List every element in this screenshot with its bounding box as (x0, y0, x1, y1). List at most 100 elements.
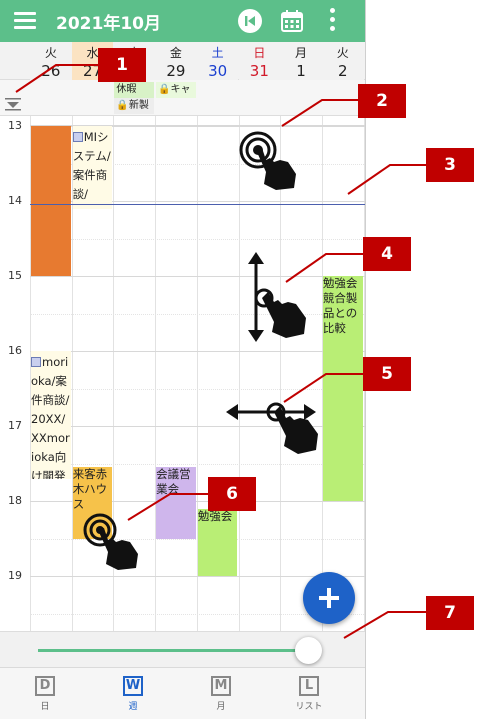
nav-label: 週 (128, 702, 138, 712)
event-title: 会議営業会 (156, 467, 191, 497)
collapse-allday-icon[interactable] (4, 96, 22, 112)
half-hour-line (30, 163, 365, 165)
callout-6: 6 (208, 477, 256, 511)
app-bar: 2021年10月 (0, 0, 365, 42)
add-event-button[interactable] (303, 572, 355, 624)
half-hour-line (30, 538, 365, 540)
day-of-week: 火 (44, 46, 57, 60)
event-block[interactable]: 会議営業会 (156, 467, 196, 539)
hour-line (30, 576, 365, 577)
day-column-divider (30, 116, 31, 631)
nav-label: 月 (216, 702, 226, 712)
all-day-event[interactable]: 🔒キャ (156, 82, 196, 98)
callout-5: 5 (363, 357, 411, 391)
hour-line (30, 276, 365, 277)
month-title[interactable]: 2021年10月 (56, 14, 161, 34)
day-header-0[interactable]: 火 26 (30, 42, 72, 80)
zoom-slider[interactable] (0, 631, 365, 667)
day-of-week: 月 (295, 46, 308, 60)
hour-label: 18 (8, 494, 22, 507)
day-of-week: 水 (86, 46, 99, 60)
nav-label: リスト (295, 702, 323, 712)
day-number: 30 (208, 62, 228, 80)
event-title: 来客赤木ハウス (72, 467, 108, 512)
hour-line (30, 126, 365, 127)
day-number: 2 (337, 62, 348, 80)
hour-label: 19 (8, 569, 22, 582)
hour-label: 13 (8, 119, 22, 132)
back-to-today-icon[interactable] (238, 9, 262, 33)
event-block[interactable]: morioka/案件商談/20XX/XXmorioka向け開発案件 (31, 351, 71, 479)
day-column-divider (155, 116, 157, 631)
hamburger-menu-icon[interactable] (14, 12, 36, 30)
all-day-event[interactable]: 🔒新製 (114, 98, 155, 114)
view-w-icon: W (123, 676, 143, 696)
event-title: MIシステム/案件商談/ (72, 130, 111, 201)
week-day-header: 火26水27木28金29土30日31月1火2 (0, 42, 365, 80)
event-title: morioka/案件商談/20XX/XXmorioka向け開発案件 (31, 355, 70, 479)
half-hour-line (30, 463, 365, 465)
phone-screen: 2021年10月 火26水27木28金29土30日31月1火2 (0, 0, 366, 719)
all-day-row: 休暇 🔒キャ 🔒新製 (0, 80, 365, 116)
task-checkbox-icon[interactable] (31, 357, 41, 367)
day-number: 31 (249, 62, 269, 80)
view-d-icon: D (35, 676, 55, 696)
day-of-week: 火 (336, 46, 349, 60)
day-header-5[interactable]: 日 31 (238, 42, 281, 80)
day-column-divider (280, 116, 282, 631)
day-number: 26 (41, 62, 61, 80)
half-hour-line (30, 388, 365, 390)
hour-label: 16 (8, 344, 22, 357)
view-m-icon: M (211, 676, 231, 696)
nav-item-l[interactable]: L リスト (274, 674, 344, 712)
task-checkbox-icon[interactable] (72, 132, 83, 142)
bottom-navigation: D 日 W 週 M 月 L リスト (0, 667, 365, 719)
event-block[interactable] (31, 126, 71, 276)
day-number: 29 (166, 62, 186, 80)
day-column-divider (238, 116, 240, 631)
event-block[interactable]: 来客赤木ハウス (72, 467, 113, 539)
hour-label: 17 (8, 419, 22, 432)
event-title: 勉強会競合製品との比較 (322, 276, 358, 335)
day-of-week: 土 (211, 46, 224, 60)
all-day-event[interactable]: 休暇 (114, 82, 155, 98)
callout-1: 1 (98, 48, 146, 82)
slider-track[interactable] (38, 649, 308, 652)
hour-line (30, 125, 365, 126)
day-column-divider (113, 116, 115, 631)
event-block[interactable]: 勉強会 (197, 508, 238, 576)
day-of-week: 金 (169, 46, 182, 60)
callout-7: 7 (426, 596, 474, 630)
more-vertical-icon[interactable] (326, 8, 338, 34)
half-hour-line (30, 613, 365, 615)
day-column-divider (71, 116, 73, 631)
current-time-line (30, 204, 365, 205)
half-hour-line (30, 238, 365, 240)
hour-line (30, 351, 365, 352)
day-header-3[interactable]: 金 29 (155, 42, 197, 80)
callout-2: 2 (358, 84, 406, 118)
slider-thumb[interactable] (295, 637, 322, 664)
day-column-divider (196, 116, 198, 631)
event-block[interactable]: 勉強会競合製品との比較 (322, 276, 363, 501)
day-number: 1 (296, 62, 306, 80)
hour-label: 14 (8, 194, 22, 207)
day-of-week: 日 (253, 46, 266, 60)
hour-label: 15 (8, 269, 22, 282)
hour-line (30, 426, 365, 427)
time-grid[interactable]: 13 14 15 16 17 18 19 MIシステム/案件商談/morioka/案件商談/2… (0, 116, 365, 631)
view-l-icon: L (299, 676, 319, 696)
callout-4: 4 (363, 237, 411, 271)
event-block[interactable]: MIシステム/案件商談/ (72, 126, 113, 209)
day-header-4[interactable]: 土 30 (196, 42, 239, 80)
calendar-icon[interactable] (280, 9, 304, 33)
half-hour-line (30, 313, 365, 315)
nav-label: 日 (40, 702, 50, 712)
hour-line (30, 201, 365, 202)
callout-3: 3 (426, 148, 474, 182)
